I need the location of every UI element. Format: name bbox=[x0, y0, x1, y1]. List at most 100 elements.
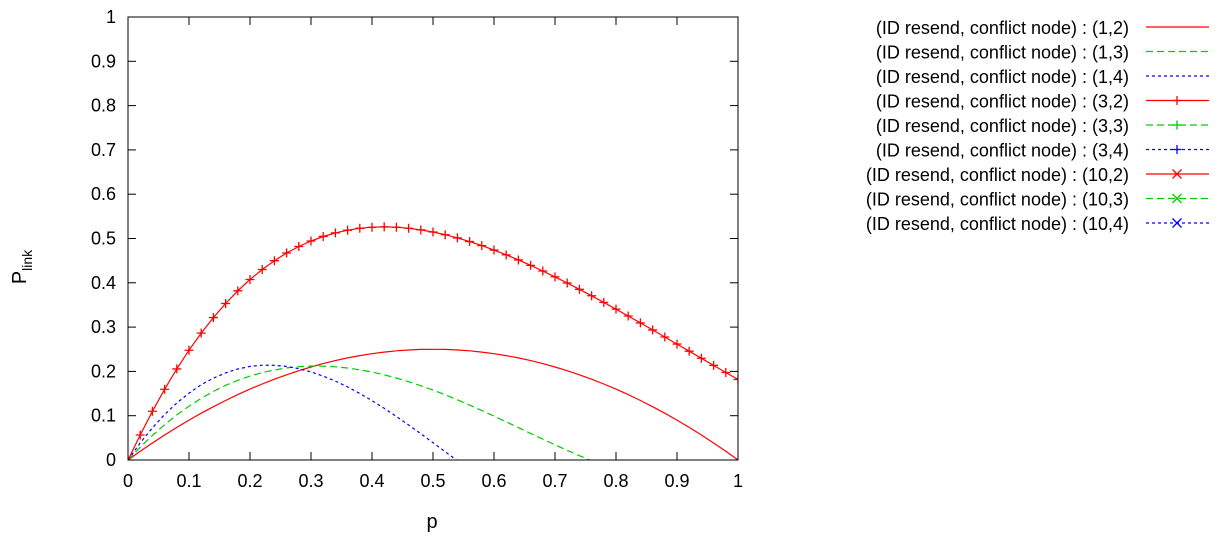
data-point-4-41 bbox=[611, 304, 621, 314]
data-point-4-14 bbox=[282, 248, 292, 258]
legend-marker bbox=[1172, 218, 1182, 228]
legend-label: (ID resend, conflict node) : (3,3) bbox=[876, 116, 1129, 136]
legend-label: (ID resend, conflict node) : (3,4) bbox=[876, 141, 1129, 161]
legend-label: (ID resend, conflict node) : (3,2) bbox=[876, 92, 1129, 112]
data-point-4-25 bbox=[416, 225, 426, 235]
legend-marker bbox=[1172, 193, 1182, 204]
x-tick-label: 0.2 bbox=[237, 471, 262, 491]
legend-entry-1: (ID resend, conflict node) : (1,2) bbox=[876, 18, 1209, 38]
data-point-4-12 bbox=[257, 265, 267, 275]
y-tick-label: 0.4 bbox=[91, 273, 116, 293]
legend-entry-8: (ID resend, conflict node) : (10,3) bbox=[866, 190, 1209, 210]
data-point-4-38 bbox=[574, 284, 584, 294]
y-tick-label: 0.2 bbox=[91, 361, 116, 381]
legend-label: (ID resend, conflict node) : (10,2) bbox=[866, 165, 1129, 185]
data-point-4-8 bbox=[208, 313, 218, 323]
y-tick-label: 0.7 bbox=[91, 140, 116, 160]
data-point-4-31 bbox=[489, 245, 499, 255]
data-point-4-27 bbox=[440, 230, 450, 240]
y-axis-label-sub: link bbox=[19, 249, 35, 271]
legend-label: (ID resend, conflict node) : (1,2) bbox=[876, 18, 1129, 38]
x-tick-label: 0 bbox=[123, 471, 133, 491]
data-point-4-3 bbox=[147, 406, 157, 416]
series-line-1 bbox=[128, 348, 738, 460]
data-point-4-5 bbox=[172, 364, 182, 374]
legend-marker bbox=[1172, 96, 1182, 105]
legend-entry-7: (ID resend, conflict node) : (10,2) bbox=[866, 165, 1209, 185]
data-point-4-33 bbox=[513, 255, 523, 265]
data-point-4-19 bbox=[343, 225, 353, 235]
legend-marker bbox=[1172, 145, 1182, 154]
x-tick-label: 0.1 bbox=[176, 471, 201, 491]
legend-entry-5: (ID resend, conflict node) : (3,3) bbox=[876, 116, 1209, 136]
y-tick-label: 0.8 bbox=[91, 96, 116, 116]
legend-entry-3: (ID resend, conflict node) : (1,4) bbox=[876, 67, 1209, 87]
legend-marker bbox=[1172, 169, 1182, 179]
x-tick-label: 0.7 bbox=[542, 471, 567, 491]
data-point-4-20 bbox=[355, 223, 365, 233]
legend-label: (ID resend, conflict node) : (1,4) bbox=[876, 67, 1129, 87]
data-point-4-21 bbox=[367, 222, 377, 232]
y-axis-label: Plink bbox=[9, 249, 35, 284]
legend-label: (ID resend, conflict node) : (10,3) bbox=[866, 190, 1129, 210]
data-point-4-39 bbox=[587, 291, 597, 301]
legend-marker bbox=[1172, 120, 1182, 130]
data-point-4-32 bbox=[501, 250, 511, 260]
data-point-4-40 bbox=[599, 297, 609, 307]
data-point-4-47 bbox=[684, 346, 694, 356]
data-point-4-13 bbox=[269, 256, 279, 266]
data-point-4-24 bbox=[404, 223, 414, 233]
data-point-4-45 bbox=[660, 332, 670, 342]
series-3 bbox=[128, 364, 458, 460]
data-point-4-49 bbox=[709, 360, 719, 370]
data-point-4-48 bbox=[696, 353, 706, 363]
data-point-4-9 bbox=[221, 298, 231, 308]
data-point-4-36 bbox=[550, 272, 560, 282]
data-point-4-7 bbox=[196, 328, 206, 338]
y-tick-label: 0.1 bbox=[91, 406, 116, 426]
data-point-4-26 bbox=[428, 227, 438, 237]
data-point-4-43 bbox=[635, 318, 645, 328]
legend-entry-6: (ID resend, conflict node) : (3,4) bbox=[876, 141, 1209, 161]
legend-entry-4: (ID resend, conflict node) : (3,2) bbox=[876, 92, 1209, 112]
data-point-4-10 bbox=[233, 286, 243, 296]
data-point-4-6 bbox=[184, 345, 194, 355]
x-axis-label: p bbox=[426, 511, 437, 533]
y-tick-label: 0.3 bbox=[91, 317, 116, 337]
data-point-4-46 bbox=[672, 339, 682, 349]
data-point-4-44 bbox=[648, 325, 658, 335]
x-tick-label: 1 bbox=[733, 471, 743, 491]
data-point-4-15 bbox=[294, 241, 304, 251]
y-tick-label: 0 bbox=[106, 450, 116, 470]
x-tick-label: 0.3 bbox=[298, 471, 323, 491]
data-point-4-23 bbox=[391, 222, 401, 232]
legend-label: (ID resend, conflict node) : (1,3) bbox=[876, 43, 1129, 63]
series-layer bbox=[128, 222, 738, 460]
data-point-4-30 bbox=[477, 241, 487, 251]
data-point-4-4 bbox=[160, 384, 170, 394]
series-line-3 bbox=[128, 364, 458, 460]
data-point-4-22 bbox=[379, 222, 389, 232]
x-tick-label: 0.5 bbox=[420, 471, 445, 491]
data-point-4-42 bbox=[623, 311, 633, 321]
data-point-4-51 bbox=[733, 375, 738, 385]
x-tick-label: 0.8 bbox=[603, 471, 628, 491]
data-point-4-16 bbox=[306, 236, 316, 246]
series-1 bbox=[128, 348, 738, 460]
legend: (ID resend, conflict node) : (1,2) (ID re… bbox=[866, 18, 1209, 234]
data-point-4-34 bbox=[526, 260, 536, 270]
data-point-4-29 bbox=[465, 237, 475, 247]
data-point-4-35 bbox=[538, 266, 548, 276]
data-point-4-11 bbox=[245, 275, 255, 285]
data-point-4-28 bbox=[452, 233, 462, 243]
legend-label: (ID resend, conflict node) : (10,4) bbox=[866, 214, 1129, 234]
data-point-4-18 bbox=[330, 228, 340, 238]
y-tick-label: 0.5 bbox=[91, 229, 116, 249]
data-point-4-17 bbox=[318, 231, 328, 241]
y-tick-label: 1 bbox=[106, 7, 116, 27]
data-point-4-50 bbox=[721, 367, 731, 377]
axes-layer: 0 0.1 0.2 0.3 0.4 0.5 0.6 0.7 0.8 0.9 1 0 0.1 0.2 0.3 0… bbox=[91, 7, 743, 491]
legend-entry-9: (ID resend, conflict node) : (10,4) bbox=[866, 214, 1209, 234]
